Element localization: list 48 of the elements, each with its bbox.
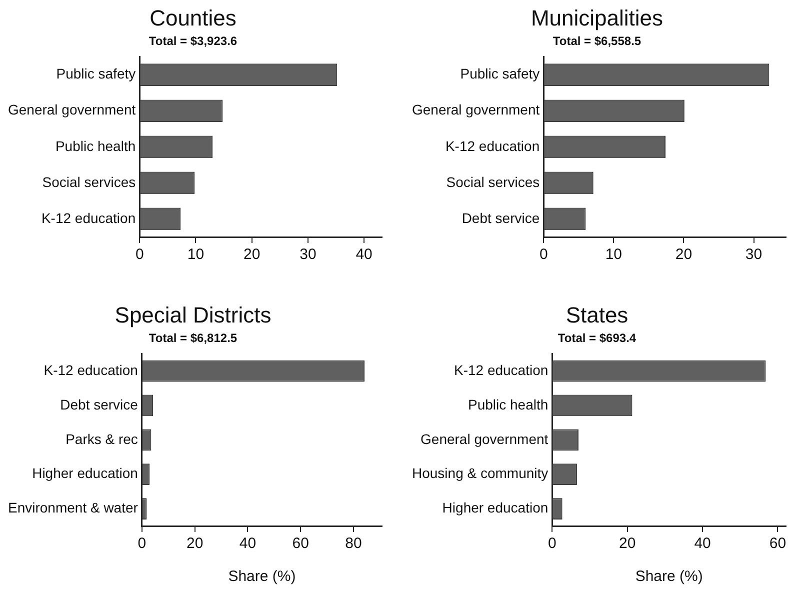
y-tick-label: General government — [420, 430, 548, 447]
y-tick-label: K-12 education — [445, 138, 540, 154]
x-tick-label: 0 — [548, 535, 556, 552]
chart-title: Counties — [150, 5, 236, 30]
x-tick-label: 20 — [186, 535, 204, 552]
x-tick-label: 60 — [292, 535, 309, 552]
chart-subtitle: Total = $6,812.5 — [148, 330, 238, 345]
x-tick-label: 30 — [300, 246, 316, 264]
y-tick-label: Environment & water — [8, 500, 138, 516]
x-tick-label: 20 — [243, 246, 260, 264]
chart-title: States — [566, 302, 628, 328]
y-tick-label: Debt service — [60, 396, 138, 412]
y-tick-label: Higher education — [32, 465, 138, 482]
y-tick-label: Public health — [468, 396, 548, 412]
chart-subtitle: Total = $3,923.6 — [148, 34, 238, 48]
y-tick-label: General government — [8, 102, 136, 118]
x-tick-label: 30 — [745, 246, 762, 264]
y-tick-label: Public health — [55, 138, 136, 154]
x-tick-label: 40 — [694, 535, 711, 552]
y-tick-label: Housing & community — [412, 465, 548, 482]
y-tick-label: K-12 education — [44, 362, 138, 378]
x-tick-label: 40 — [239, 535, 256, 552]
chart-subtitle: Total = $6,558.5 — [552, 34, 642, 48]
x-tick-label: 60 — [769, 535, 786, 552]
y-tick-label: Debt service — [462, 210, 540, 226]
y-tick-label: General government — [412, 102, 540, 118]
chart-title: Municipalities — [530, 5, 664, 30]
y-tick-label: Public safety — [56, 66, 136, 82]
x-axis-title: Share (%) — [635, 568, 703, 586]
y-tick-label: Public safety — [460, 66, 540, 82]
x-axis-title: Share (%) — [228, 568, 296, 586]
x-tick-label: 80 — [345, 535, 362, 552]
y-tick-label: Social services — [446, 174, 540, 190]
x-tick-label: 40 — [356, 246, 372, 264]
x-tick-label: 20 — [675, 246, 692, 264]
y-tick-label: K-12 education — [41, 210, 136, 226]
x-tick-label: 20 — [619, 535, 636, 552]
y-tick-label: Parks & rec — [66, 430, 138, 447]
y-tick-label: Higher education — [442, 500, 548, 516]
x-tick-label: 0 — [135, 246, 144, 264]
chart-title: Special Districts — [114, 302, 272, 328]
y-tick-label: K-12 education — [454, 362, 548, 378]
x-tick-label: 10 — [187, 246, 204, 264]
y-tick-label: Social services — [42, 174, 136, 190]
chart-subtitle: Total = $693.4 — [558, 330, 636, 345]
x-tick-label: 0 — [138, 535, 146, 552]
x-tick-label: 0 — [539, 246, 548, 264]
x-tick-label: 10 — [605, 246, 622, 264]
